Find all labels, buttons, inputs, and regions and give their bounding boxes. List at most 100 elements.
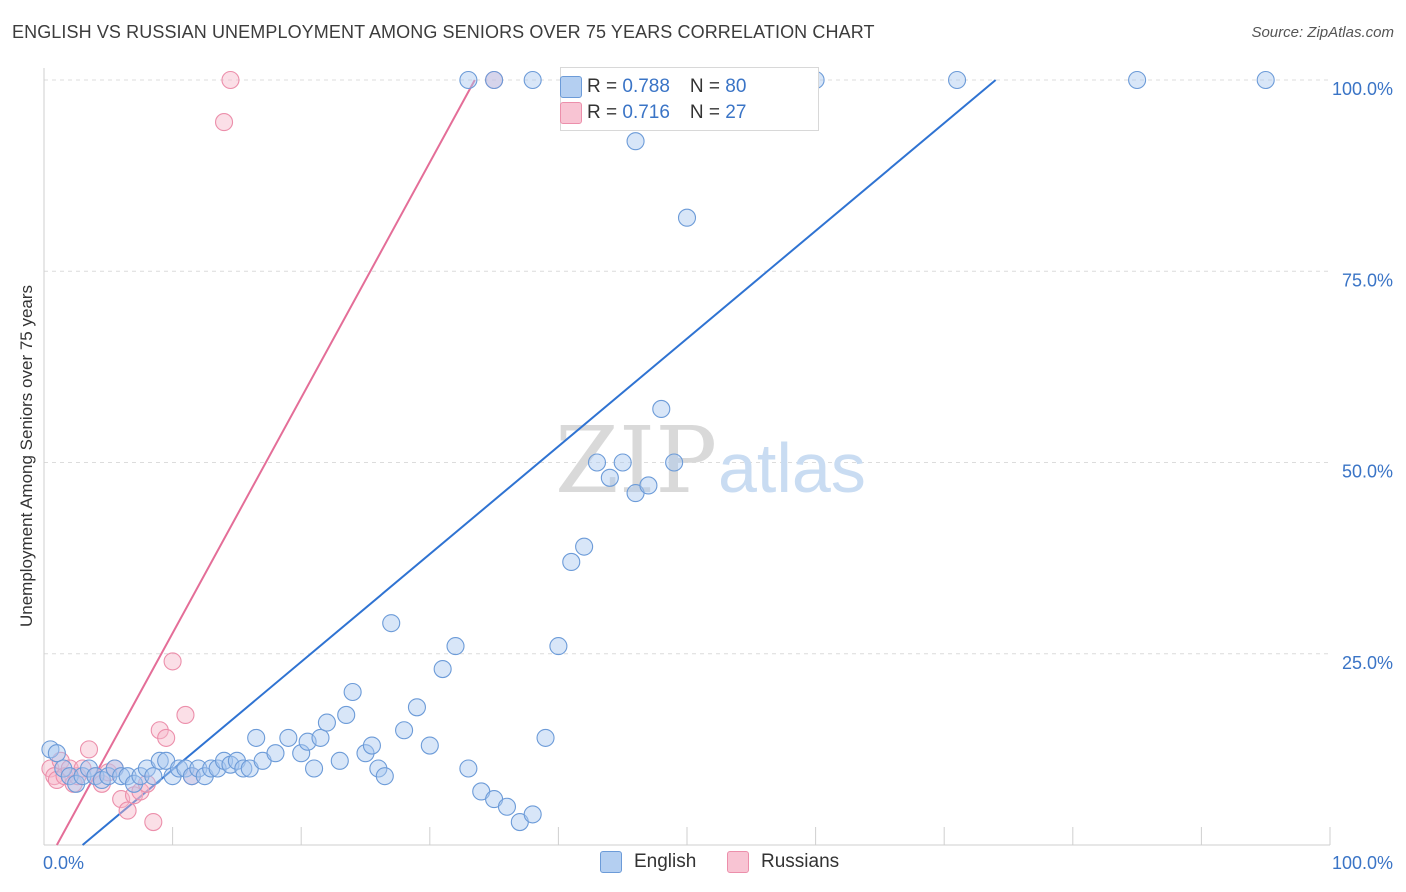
english-point — [47, 744, 66, 763]
english-point — [375, 767, 394, 786]
english-point — [948, 70, 967, 90]
english-trend-line — [81, 79, 997, 846]
axes — [43, 68, 1331, 846]
english-point — [337, 705, 356, 725]
legend-r-value: 0.788 — [622, 76, 670, 97]
english-point — [292, 744, 311, 763]
russian-point — [176, 705, 195, 725]
legend-n-value: 80 — [725, 76, 747, 97]
russian-point — [137, 774, 156, 793]
legend-label-russians: Russians — [761, 851, 840, 872]
legend-r-value: 0.716 — [622, 102, 670, 123]
russian-point — [221, 70, 240, 90]
english-point — [317, 713, 336, 732]
english-point — [575, 537, 594, 556]
gridlines — [44, 79, 1330, 655]
russian-point — [157, 728, 176, 747]
english-point — [446, 637, 465, 656]
russian-trend-line — [55, 79, 476, 846]
english-point — [60, 767, 79, 786]
legend-item-english[interactable]: English — [600, 851, 696, 873]
english-point — [652, 399, 671, 419]
trend-lines — [55, 79, 997, 846]
english-point — [639, 476, 658, 495]
english-point — [356, 744, 375, 763]
tick-labels: 25.0% 50.0% 75.0% 100.0% 0.0% 100.0% — [43, 79, 1393, 873]
english-point — [382, 614, 401, 633]
legend-n-label: N = — [689, 102, 726, 123]
english-point — [343, 682, 362, 702]
english-point — [131, 767, 150, 786]
english-point — [305, 759, 324, 778]
english-point — [73, 767, 92, 786]
legend-swatch-english — [560, 76, 582, 98]
english-point — [536, 728, 555, 747]
russian-point — [92, 774, 111, 793]
source-label: Source: ZipAtlas.com — [1251, 24, 1394, 41]
russian-point — [118, 801, 137, 820]
english-points — [41, 70, 1275, 832]
english-point — [549, 637, 568, 656]
english-point — [330, 751, 349, 770]
english-point — [626, 132, 645, 151]
english-point — [677, 208, 697, 227]
english-point — [369, 759, 388, 778]
legend-n-label: N = — [689, 76, 726, 97]
english-point — [247, 728, 266, 747]
english-point — [420, 736, 439, 755]
english-point — [118, 767, 137, 786]
y-tick-label: 75.0% — [1342, 270, 1393, 290]
english-point — [523, 805, 542, 824]
english-point — [562, 552, 581, 572]
english-point — [150, 751, 169, 770]
legend-n-value: 27 — [725, 102, 747, 123]
english-point — [407, 698, 426, 717]
chart-title: ENGLISH VS RUSSIAN UNEMPLOYMENT AMONG SE… — [12, 22, 875, 42]
english-point — [459, 759, 478, 778]
english-point — [189, 759, 208, 778]
english-point — [665, 453, 684, 472]
english-point — [523, 70, 542, 90]
english-point — [79, 759, 99, 778]
english-point — [459, 70, 478, 90]
english-point — [497, 797, 517, 816]
russian-point — [214, 113, 234, 132]
english-point — [99, 767, 118, 786]
english-point — [1128, 70, 1147, 90]
legend-swatch-english — [600, 851, 622, 873]
series-legend: English Russians — [0, 851, 1406, 877]
x-tick-label: 100.0% — [1332, 853, 1393, 873]
english-point — [182, 767, 201, 786]
english-point — [124, 774, 144, 793]
y-tick-label: 50.0% — [1342, 462, 1393, 482]
legend-r-label: R = — [587, 102, 623, 123]
y-tick-label: 25.0% — [1342, 653, 1393, 673]
english-point — [311, 728, 330, 747]
legend-row-english: R = 0.788 N = 80 — [560, 74, 747, 100]
english-point — [1256, 70, 1275, 90]
english-point — [234, 759, 253, 778]
english-point — [144, 767, 163, 786]
legend-item-russians[interactable]: Russians — [727, 851, 839, 873]
russian-point — [144, 812, 163, 832]
english-point — [600, 468, 619, 487]
russian-point — [131, 782, 150, 801]
english-point — [54, 759, 73, 778]
russian-point — [150, 721, 169, 740]
english-point — [587, 453, 607, 472]
english-point — [485, 70, 504, 90]
english-point — [362, 736, 381, 755]
english-point — [279, 728, 298, 747]
english-point — [266, 744, 285, 763]
russian-point — [79, 740, 99, 759]
watermark-atlas: atlas — [718, 429, 866, 507]
legend-row-russians: R = 0.716 N = 27 — [560, 100, 747, 126]
x-tick-label: 0.0% — [43, 853, 84, 873]
english-point — [613, 453, 632, 472]
russian-point — [163, 652, 182, 671]
legend-r-label: R = — [587, 76, 623, 97]
legend-label-english: English — [634, 851, 697, 872]
correlation-legend: R = 0.788 N = 80 R = 0.716 N = 27 — [560, 67, 819, 131]
watermark-zip: ZIP — [555, 407, 717, 514]
